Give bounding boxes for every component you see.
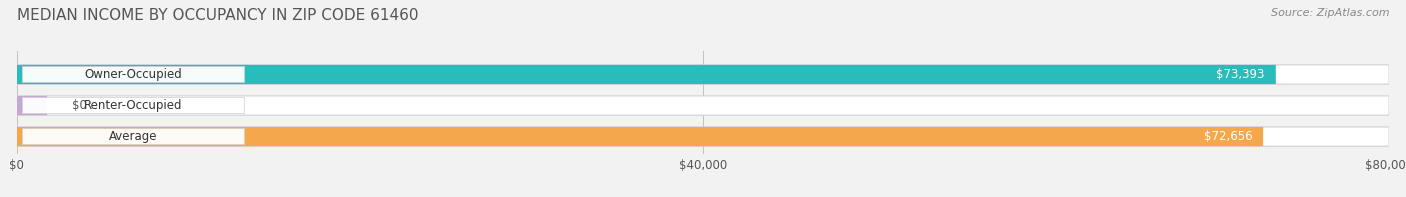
Text: Owner-Occupied: Owner-Occupied xyxy=(84,68,183,81)
FancyBboxPatch shape xyxy=(17,96,46,115)
FancyBboxPatch shape xyxy=(22,128,245,145)
FancyBboxPatch shape xyxy=(22,66,245,83)
Text: $0: $0 xyxy=(72,99,87,112)
Text: MEDIAN INCOME BY OCCUPANCY IN ZIP CODE 61460: MEDIAN INCOME BY OCCUPANCY IN ZIP CODE 6… xyxy=(17,8,419,23)
FancyBboxPatch shape xyxy=(22,98,245,114)
FancyBboxPatch shape xyxy=(17,127,1389,146)
FancyBboxPatch shape xyxy=(17,127,1263,146)
Text: Renter-Occupied: Renter-Occupied xyxy=(84,99,183,112)
Text: $72,656: $72,656 xyxy=(1204,130,1253,143)
Text: Source: ZipAtlas.com: Source: ZipAtlas.com xyxy=(1271,8,1389,18)
Text: Average: Average xyxy=(110,130,157,143)
Text: $73,393: $73,393 xyxy=(1216,68,1265,81)
FancyBboxPatch shape xyxy=(17,96,1389,115)
FancyBboxPatch shape xyxy=(17,65,1389,84)
FancyBboxPatch shape xyxy=(17,65,1275,84)
